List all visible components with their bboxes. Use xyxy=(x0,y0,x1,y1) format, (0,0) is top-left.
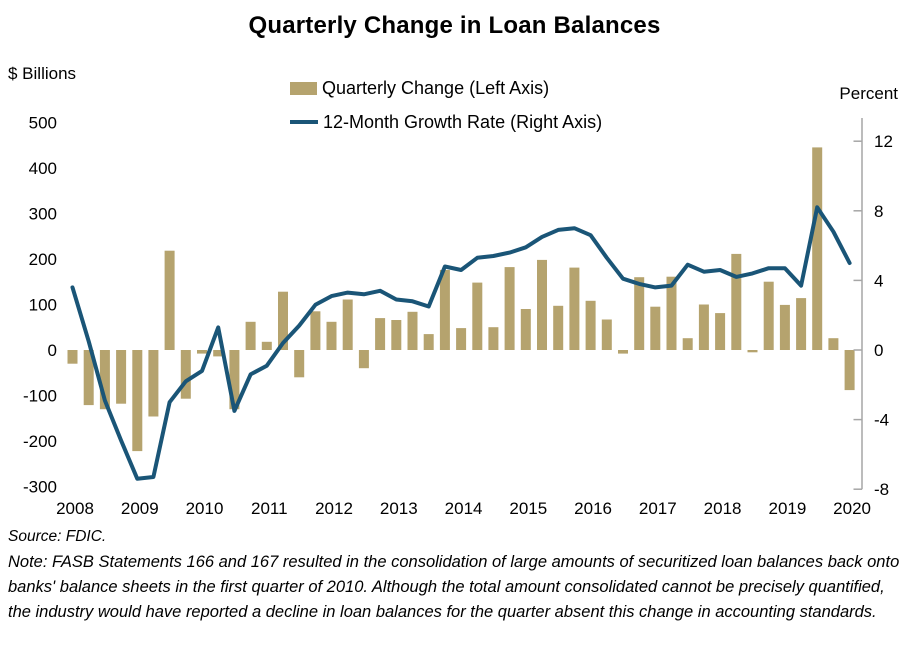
x-axis-year-label: 2018 xyxy=(704,499,742,518)
bar xyxy=(666,276,677,350)
legend-item-quarterly-change: Quarterly Change (Left Axis) xyxy=(290,76,602,100)
left-axis-tick-label: 500 xyxy=(29,113,57,132)
bar xyxy=(747,350,758,353)
bar xyxy=(439,269,450,350)
bar xyxy=(229,350,240,410)
line-swatch-icon xyxy=(290,120,318,124)
bar xyxy=(294,350,305,378)
left-axis-tick-label: -100 xyxy=(23,387,57,406)
right-axis-tick-label: -4 xyxy=(874,411,889,430)
bar xyxy=(537,259,547,350)
x-axis-year-label: 2009 xyxy=(121,499,159,518)
right-axis-tick-label: 8 xyxy=(874,202,883,221)
left-axis-tick-label: 0 xyxy=(48,341,57,360)
bar xyxy=(180,350,191,399)
bar xyxy=(358,350,369,369)
x-axis-year-label: 2012 xyxy=(315,499,353,518)
bar xyxy=(601,319,612,350)
bar-swatch-icon xyxy=(290,81,317,95)
bar xyxy=(553,305,564,350)
x-axis-year-label: 2015 xyxy=(509,499,547,518)
bar xyxy=(796,298,807,350)
left-axis-tick-label: 400 xyxy=(29,159,57,178)
bar xyxy=(164,250,175,350)
bar xyxy=(148,350,159,417)
chart-svg: 500 400 300 200 100 0 -100 -200 -300 12 8 4 0 -4 -8 200… xyxy=(23,113,893,518)
x-axis-year-label: 2008 xyxy=(56,499,94,518)
bar xyxy=(456,328,467,350)
left-axis-tick-label: 300 xyxy=(29,204,57,223)
bar xyxy=(763,281,774,350)
bar xyxy=(132,350,143,452)
x-axis-year-label: 2010 xyxy=(186,499,224,518)
right-axis-caption: Percent xyxy=(839,84,898,103)
bar xyxy=(197,350,207,354)
bar xyxy=(213,350,224,357)
bar xyxy=(342,299,353,350)
bar xyxy=(278,291,288,350)
legend-label-line: 12-Month Growth Rate (Right Axis) xyxy=(323,111,603,132)
bar xyxy=(844,350,855,391)
bar xyxy=(650,306,661,350)
bar xyxy=(423,334,434,350)
bar xyxy=(261,341,272,350)
bar xyxy=(731,253,742,350)
bar xyxy=(698,304,709,350)
bar xyxy=(375,318,386,350)
chart-footer: Source: FDIC. Note: FASB Statements 166 … xyxy=(8,528,906,625)
x-axis-year-label: 2020 xyxy=(833,499,871,518)
growth-rate-line xyxy=(70,205,852,481)
x-axis-year-label: 2017 xyxy=(639,499,677,518)
bar xyxy=(116,350,127,404)
bar xyxy=(310,311,321,350)
bar xyxy=(682,338,693,350)
source-text: Source: FDIC. xyxy=(8,528,107,545)
bar xyxy=(391,320,402,350)
bar xyxy=(618,350,628,354)
left-axis-tick-label: -200 xyxy=(23,432,57,451)
right-axis-tick-label: 4 xyxy=(874,271,883,290)
x-axis-year-label: 2011 xyxy=(251,499,288,518)
bar xyxy=(779,304,790,350)
x-axis-year-label: 2016 xyxy=(574,499,612,518)
legend-label-bar: Quarterly Change (Left Axis) xyxy=(322,77,550,98)
left-axis-caption: $ Billions xyxy=(8,64,77,83)
bar xyxy=(245,321,256,350)
bar xyxy=(67,350,78,364)
x-axis-year-label: 2013 xyxy=(380,499,418,518)
bar xyxy=(812,147,823,350)
note-text: Note: FASB Statements 166 and 167 result… xyxy=(8,553,900,621)
bar xyxy=(326,321,337,350)
bar xyxy=(472,282,483,350)
bar xyxy=(83,350,94,406)
legend: Quarterly Change (Left Axis) 12-Month Gr… xyxy=(290,76,602,144)
chart-title: Quarterly Change in Loan Balances xyxy=(248,12,661,39)
right-axis-tick-label: 12 xyxy=(874,132,893,151)
bar xyxy=(569,267,580,350)
bar xyxy=(99,350,110,410)
bar xyxy=(488,327,499,350)
bar xyxy=(504,267,515,350)
x-axis-year-label: 2019 xyxy=(768,499,806,518)
bar xyxy=(520,309,531,350)
right-axis-tick-label: 0 xyxy=(874,341,883,360)
bar xyxy=(634,277,645,350)
bar xyxy=(715,313,726,350)
x-axis-year-label: 2014 xyxy=(445,499,483,518)
legend-item-growth-rate: 12-Month Growth Rate (Right Axis) xyxy=(290,110,602,134)
bar xyxy=(585,300,596,350)
right-axis-tick-label: -8 xyxy=(874,480,889,499)
left-axis-tick-label: -300 xyxy=(23,478,57,497)
bar xyxy=(828,338,839,350)
left-axis-tick-label: 100 xyxy=(29,296,57,315)
left-axis-tick-label: 200 xyxy=(29,250,57,269)
bar xyxy=(407,311,418,350)
